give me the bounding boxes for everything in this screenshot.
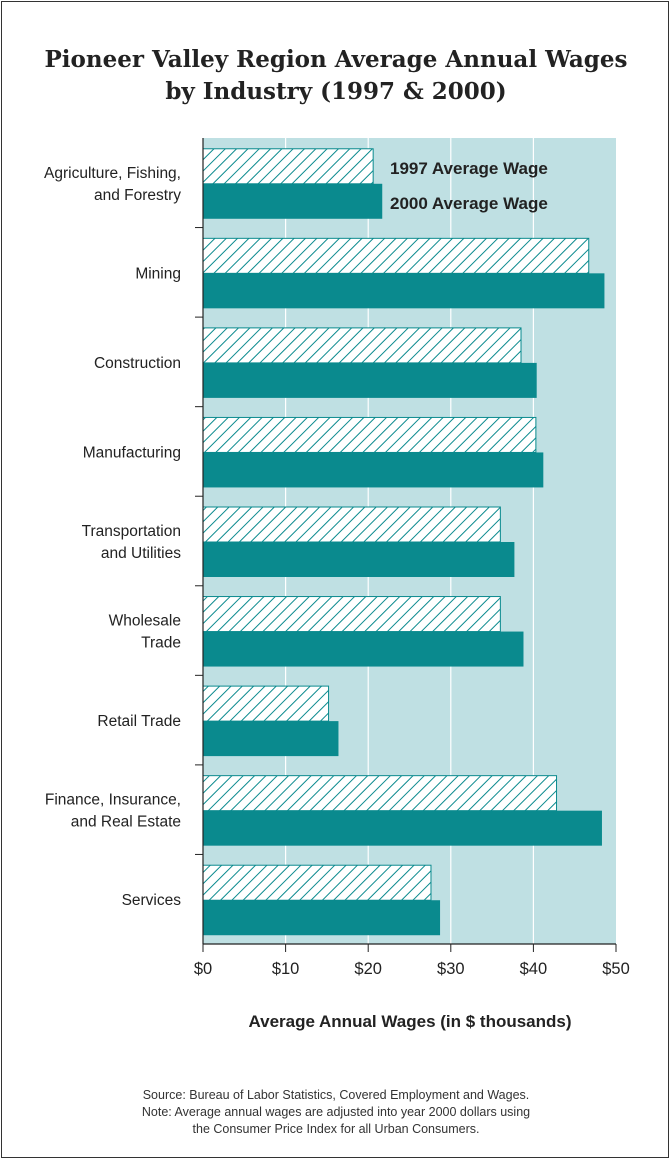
x-tick-label-4: $40 xyxy=(520,960,548,978)
category-label-0-0: Agriculture, Fishing, xyxy=(44,165,181,182)
title-line-2: by Industry (1997 & 2000) xyxy=(165,78,507,105)
category-label-8-0: Services xyxy=(122,892,182,909)
bar-1997-7 xyxy=(202,775,558,812)
x-tick-label-1: $10 xyxy=(272,960,300,978)
note-line-1: Note: Average annual wages are adjusted … xyxy=(141,1105,531,1119)
bar-1997-6 xyxy=(202,685,330,722)
bar-1997-1 xyxy=(202,237,590,274)
bar-1997-3 xyxy=(202,416,537,453)
legend-1997: 1997 Average Wage xyxy=(390,159,548,178)
chart-title: Pioneer Valley Region Average Annual Wag… xyxy=(0,44,672,108)
source-note: Source: Bureau of Labor Statistics, Cove… xyxy=(142,1088,530,1102)
x-tick-label-0: $0 xyxy=(194,960,212,978)
note-line-2: the Consumer Price Index for all Urban C… xyxy=(192,1122,480,1136)
category-labels: Agriculture, Fishing, and Forestry Mining C… xyxy=(44,165,181,909)
category-label-5-0: Wholesale xyxy=(109,613,181,630)
axes-group xyxy=(195,138,617,952)
x-axis-label: Average Annual Wages (in $ thousands) xyxy=(248,1012,572,1031)
category-label-3-0: Manufacturing xyxy=(83,444,181,461)
bar-1997-5 xyxy=(202,596,501,633)
legend: 1997 Average Wage 2000 Average Wage xyxy=(390,159,548,213)
bar-2000-1 xyxy=(203,273,605,309)
bar-1997-2 xyxy=(202,327,522,364)
category-label-0-1: and Forestry xyxy=(94,187,181,204)
title-line-1: Pioneer Valley Region Average Annual Wag… xyxy=(44,46,628,73)
category-label-5-1: Trade xyxy=(141,635,181,652)
category-label-4-1: and Utilities xyxy=(101,545,181,562)
bar-2000-8 xyxy=(203,900,441,936)
x-tick-label-5: $50 xyxy=(602,960,630,978)
x-tick-label-2: $20 xyxy=(354,960,382,978)
bar-1997-8 xyxy=(202,864,432,901)
category-label-4-0: Transportation xyxy=(82,523,181,540)
bar-2000-7 xyxy=(203,810,602,846)
bar-2000-0 xyxy=(203,183,383,219)
category-label-6-0: Retail Trade xyxy=(97,713,181,730)
bar-2000-5 xyxy=(203,631,524,667)
x-tick-labels: $0 $10 $20 $30 $40 $50 xyxy=(194,960,630,978)
bar-2000-6 xyxy=(203,721,339,757)
category-label-2-0: Construction xyxy=(94,355,181,372)
bar-2000-3 xyxy=(203,452,544,488)
bar-1997-0 xyxy=(202,148,374,185)
category-label-7-0: Finance, Insurance, xyxy=(45,792,181,809)
bars-group xyxy=(202,148,605,936)
category-label-7-1: and Real Estate xyxy=(71,814,181,831)
category-label-1-0: Mining xyxy=(135,265,181,282)
bar-2000-4 xyxy=(203,542,515,577)
bar-2000-2 xyxy=(203,362,537,398)
legend-2000: 2000 Average Wage xyxy=(390,194,548,213)
x-tick-label-3: $30 xyxy=(437,960,465,978)
footer: Source: Bureau of Labor Statistics, Cove… xyxy=(0,1087,672,1138)
bar-1997-4 xyxy=(202,506,501,543)
